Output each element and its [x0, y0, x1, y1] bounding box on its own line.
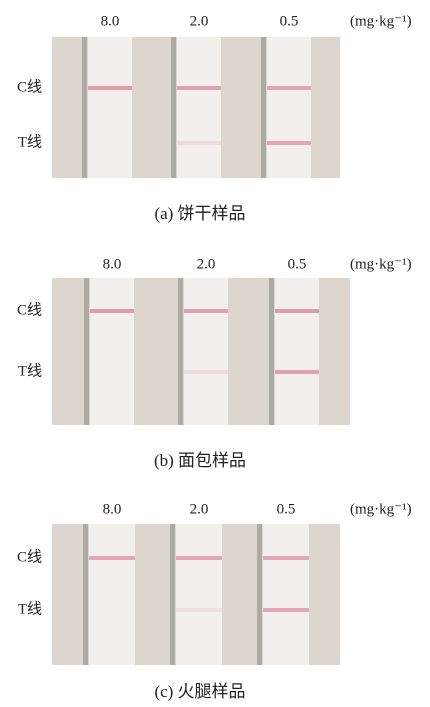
concentration-label: 8.0	[103, 256, 122, 272]
t-line	[184, 370, 228, 374]
concentration-label: 2.0	[197, 256, 216, 272]
c-line-label: C线	[17, 78, 42, 95]
strip-shadow	[83, 524, 88, 665]
c-line	[88, 86, 132, 90]
concentration-label: 8.0	[101, 13, 120, 29]
figure-canvas: 8.0 2.0 0.5 (mg·kg⁻¹) C线 T线 (a) 饼干样品 8.0 2.0 0.5 (…	[0, 0, 430, 707]
concentration-label: 0.5	[288, 256, 307, 272]
t-line-label: T线	[18, 600, 42, 617]
figure: 8.0 2.0 0.5 (mg·kg⁻¹) C线 T线 (a) 饼干样品 8.0 2.0 0.5 (…	[0, 0, 430, 707]
strip-shadow	[261, 37, 266, 178]
concentration-label: 0.5	[277, 501, 296, 517]
t-line	[177, 141, 221, 145]
test-strip	[275, 278, 319, 425]
panel-caption: (b) 面包样品	[154, 451, 246, 470]
test-strip	[267, 37, 311, 178]
strip-shadow	[170, 524, 175, 665]
c-line	[176, 556, 222, 560]
strip-shadow	[178, 278, 183, 425]
c-line	[263, 556, 309, 560]
c-line-label: C线	[17, 548, 42, 565]
test-strip	[263, 524, 309, 665]
concentration-label: 0.5	[280, 13, 299, 29]
test-strip	[89, 524, 135, 665]
concentration-label: 8.0	[103, 501, 122, 517]
c-line	[177, 86, 221, 90]
t-line	[263, 608, 309, 612]
c-line-label: C线	[17, 301, 42, 318]
t-line	[267, 141, 311, 145]
t-line-label: T线	[18, 362, 42, 379]
unit-label: (mg·kg⁻¹)	[350, 256, 412, 272]
panel-caption: (a) 饼干样品	[154, 204, 245, 223]
strip-shadow	[269, 278, 274, 425]
t-line-label: T线	[18, 133, 42, 150]
t-line	[275, 370, 319, 374]
c-line	[184, 309, 228, 313]
panel-caption: (c) 火腿样品	[154, 682, 245, 701]
c-line	[275, 309, 319, 313]
test-strip	[184, 278, 228, 425]
test-strip	[88, 37, 132, 178]
c-line	[90, 309, 134, 313]
test-strip	[177, 37, 221, 178]
strip-shadow	[84, 278, 89, 425]
unit-label: (mg·kg⁻¹)	[350, 13, 412, 29]
c-line	[89, 556, 135, 560]
test-strip	[176, 524, 222, 665]
t-line	[176, 608, 222, 612]
c-line	[267, 86, 311, 90]
strip-shadow	[257, 524, 262, 665]
strip-shadow	[171, 37, 176, 178]
concentration-label: 2.0	[190, 501, 209, 517]
test-strip	[90, 278, 134, 425]
strip-shadow	[82, 37, 87, 178]
concentration-label: 2.0	[190, 13, 209, 29]
unit-label: (mg·kg⁻¹)	[350, 501, 412, 517]
